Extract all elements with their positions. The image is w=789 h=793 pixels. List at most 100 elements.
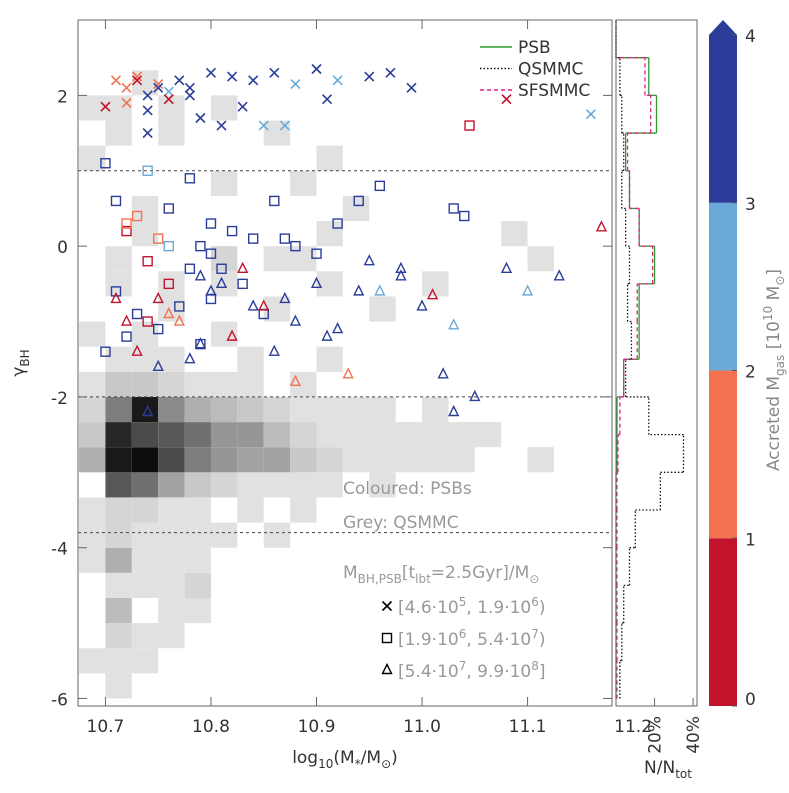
triangle-marker	[331, 322, 344, 334]
square-marker	[142, 316, 153, 327]
grey-cell	[131, 422, 159, 448]
triangle-marker	[247, 299, 259, 311]
grey-cell	[290, 422, 317, 448]
legend-label-part: 7	[459, 659, 467, 673]
square-marker	[205, 248, 217, 259]
cross-marker	[279, 120, 290, 131]
square-marker	[100, 346, 111, 357]
colorbar-tick-label: 3	[745, 195, 756, 215]
triangle-marker	[342, 367, 354, 379]
colorbar-segment	[709, 202, 737, 371]
grey-cell	[158, 472, 185, 498]
x-axis-label-part: 10	[318, 757, 333, 771]
cross-marker	[121, 82, 132, 93]
grey-cell	[105, 522, 132, 548]
grey-cell	[210, 422, 238, 448]
legend-label-part: )	[539, 598, 546, 618]
grey-cell	[184, 522, 211, 548]
legend-label-part: [5.4·10	[398, 662, 459, 682]
grey-cell	[210, 396, 238, 423]
grey-cell	[105, 396, 132, 423]
cross-marker	[153, 79, 164, 90]
triangle-marker	[381, 662, 393, 675]
triangle-marker	[374, 284, 386, 296]
square-marker	[153, 323, 164, 335]
cross-marker	[132, 75, 143, 86]
triangle-marker	[321, 329, 333, 341]
colorbar-tick-label: 0	[745, 690, 756, 710]
grey-cell	[422, 271, 449, 297]
grey-cell	[237, 422, 264, 448]
cross-marker	[321, 94, 333, 105]
y-axis-label-part: BH	[18, 349, 32, 366]
legend-label-part: 6	[531, 595, 539, 609]
colorbar-tick-label: 1	[745, 530, 756, 550]
grey-cell	[79, 447, 106, 473]
x-axis-label-part: N/N	[644, 758, 675, 778]
grey-cell	[184, 422, 211, 448]
square-marker	[184, 173, 196, 184]
legend-label: [5.4·107, 9.9·108]	[398, 659, 546, 682]
cross-marker	[311, 63, 322, 75]
grey-cell	[237, 346, 264, 372]
x-axis-label: N/Ntot	[644, 758, 692, 781]
square-marker	[247, 233, 259, 244]
grey-cell	[342, 396, 370, 423]
square-marker	[121, 331, 132, 342]
x-axis-label-part: (M	[333, 748, 354, 768]
x-axis-label-part: tot	[675, 767, 692, 781]
grey-cell	[184, 447, 211, 473]
triangle-marker	[289, 374, 302, 387]
x-tick-label: 20%	[646, 716, 666, 754]
square-marker	[448, 203, 459, 214]
annotation: Grey: QSMMC	[343, 513, 459, 533]
grey-cell	[395, 422, 423, 448]
grey-cell	[105, 371, 132, 397]
x-axis-label-part: log	[292, 748, 318, 768]
legend-label-part: 7	[531, 627, 539, 641]
legend-label-part: , 9.9·10	[466, 662, 531, 682]
grey-cell	[79, 371, 106, 397]
legend-label-part: , 1.9·10	[466, 598, 531, 618]
grey-cell	[210, 447, 238, 473]
triangle-marker	[152, 359, 164, 371]
annotation: Coloured: PSBs	[343, 479, 472, 499]
cross-marker	[385, 67, 396, 78]
grey-cell	[79, 321, 106, 347]
square-marker	[131, 210, 143, 222]
legend-label-part: 5	[459, 595, 467, 609]
grey-cell	[290, 371, 317, 397]
grey-cell	[210, 522, 238, 548]
triangle-marker	[395, 269, 407, 281]
y-tick-label: -2	[51, 389, 68, 409]
cross-marker	[406, 82, 417, 93]
x-axis-label-part: )	[391, 748, 398, 768]
x-tick-label: 11.2	[614, 717, 652, 737]
grey-cell	[342, 195, 370, 222]
grey-cell	[105, 497, 132, 523]
grey-cell	[263, 422, 291, 448]
triangle-marker	[595, 220, 608, 232]
square-marker	[353, 195, 364, 207]
square-marker	[459, 210, 470, 222]
square-marker	[121, 218, 132, 229]
grey-cell	[395, 447, 423, 473]
triangle-marker	[152, 291, 164, 304]
triangle-marker	[437, 367, 449, 379]
grey-cell	[316, 396, 343, 423]
triangle-marker	[142, 404, 154, 417]
triangle-marker	[353, 284, 365, 296]
grey-cell	[369, 396, 396, 423]
square-marker	[279, 233, 291, 244]
grey-cell	[105, 673, 132, 699]
grey-cell	[79, 396, 106, 423]
triangle-marker	[110, 291, 122, 304]
x-tick-label: 10.7	[87, 717, 125, 737]
colorbar-label-part: Accreted M	[764, 376, 784, 471]
triangle-marker	[194, 337, 207, 349]
grey-cell	[131, 371, 159, 397]
triangle-marker	[469, 389, 481, 402]
y-tick-label: -4	[51, 540, 68, 560]
legend-title-part: =2.5Gyr]/M	[431, 563, 530, 583]
grey-cell	[79, 522, 106, 548]
